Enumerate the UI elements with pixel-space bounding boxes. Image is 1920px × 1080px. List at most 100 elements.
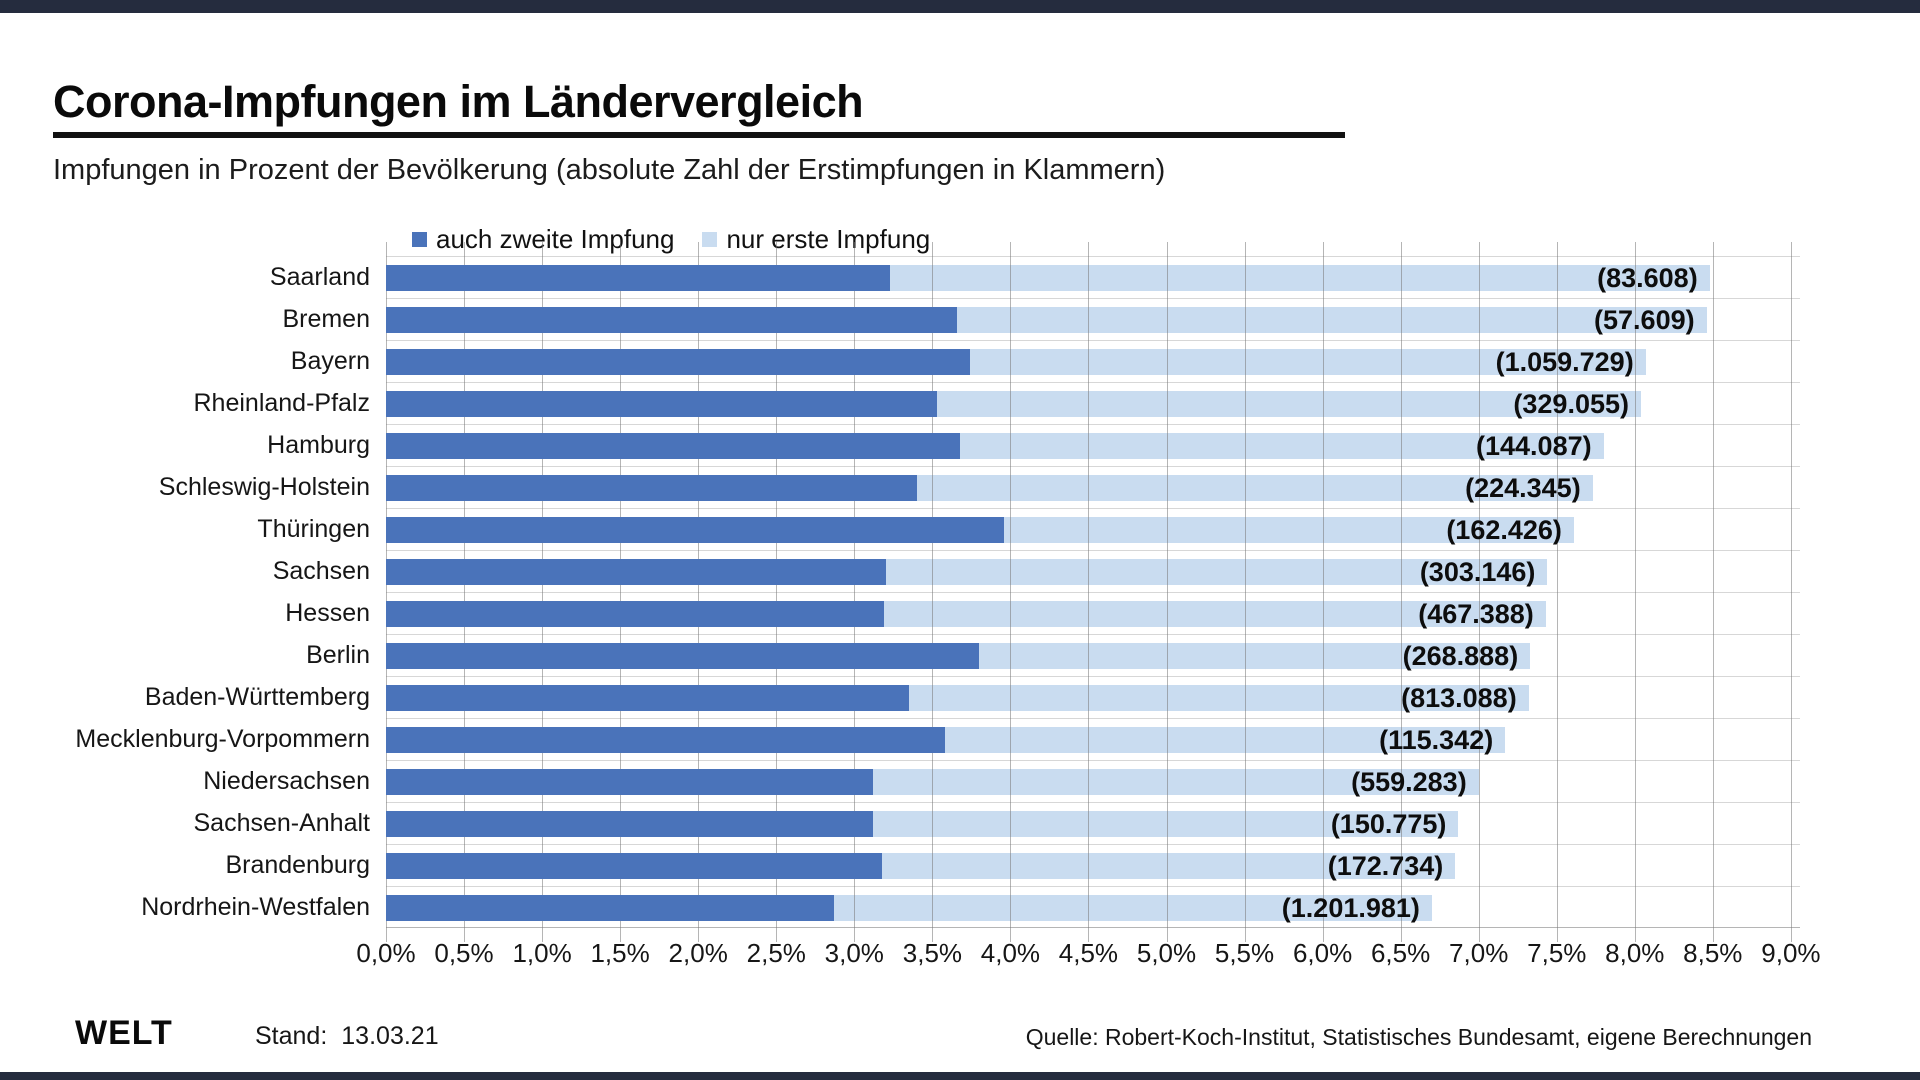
- gridline-65: [1400, 242, 1402, 942]
- x-tick-label: 2,5%: [746, 938, 806, 968]
- bar-second-vaccination: [386, 517, 1005, 543]
- legend-item-0: auch zweite Impfung: [412, 224, 674, 255]
- x-tick-label: 9,0%: [1761, 938, 1821, 968]
- page-title: Corona-Impfungen im Ländervergleich: [53, 76, 864, 128]
- category-label: Baden-Württemberg: [144, 683, 370, 711]
- gridline-55: [1244, 242, 1246, 942]
- gridline-80: [1634, 242, 1636, 942]
- category-label: Rheinland-Pfalz: [193, 389, 371, 417]
- x-tick-label: 5,0%: [1136, 938, 1197, 968]
- bar-absolute-value-label: (303.146): [1419, 557, 1536, 587]
- category-label: Sachsen: [272, 557, 370, 585]
- bar-absolute-value-label: (1.059.729): [1495, 347, 1634, 377]
- x-tick-label: 6,5%: [1370, 938, 1431, 968]
- bar-second-vaccination: [386, 643, 980, 669]
- bar-row: (467.388): [386, 592, 1800, 634]
- category-label: Saarland: [269, 263, 370, 291]
- bar-second-vaccination: [386, 475, 917, 501]
- x-axis-tick-labels: 0,0% 0,5% 1,0% 1,5% 2,0% 2,5% 3,0% 3,5% 4,0% 4,5%…: [356, 938, 1886, 974]
- category-label: Thüringen: [257, 515, 370, 543]
- x-tick-label: 4,5%: [1058, 938, 1119, 968]
- bar-row: (1.201.981): [386, 886, 1800, 928]
- bar-absolute-value-label: (83.608): [1597, 263, 1698, 293]
- bar-second-vaccination: [386, 265, 891, 291]
- category-label: Schleswig-Holstein: [158, 473, 370, 501]
- bar-absolute-value-label: (57.609): [1594, 305, 1695, 335]
- legend-swatch-icon: [412, 232, 427, 247]
- gridline-30: [854, 242, 856, 942]
- bar-absolute-value-label: (162.426): [1446, 515, 1562, 545]
- gridline-45: [1088, 242, 1090, 942]
- bar-absolute-value-label: (559.283): [1351, 767, 1467, 797]
- x-tick-label: 3,0%: [824, 938, 884, 968]
- bar-row: (224.345): [386, 466, 1800, 508]
- bar-second-vaccination: [386, 433, 961, 459]
- bar-second-vaccination: [386, 769, 873, 795]
- bar-row: (172.734): [386, 844, 1800, 886]
- bar-row: (162.426): [386, 508, 1800, 550]
- x-tick-label: 1,5%: [590, 938, 650, 968]
- bar-row: (1.059.729): [386, 340, 1800, 382]
- bar-absolute-value-label: (813.088): [1401, 683, 1517, 713]
- category-label: Berlin: [306, 641, 370, 669]
- gridline-00: [386, 242, 387, 942]
- category-label: Bremen: [282, 305, 370, 333]
- bottom-frame-bar: [0, 1072, 1920, 1080]
- bar-second-vaccination: [386, 391, 937, 417]
- bar-absolute-value-label: (467.388): [1418, 599, 1534, 629]
- bar-second-vaccination: [386, 685, 909, 711]
- bar-row: (115.342): [386, 718, 1800, 760]
- bar-absolute-value-label: (329.055): [1513, 389, 1629, 419]
- category-label: Hamburg: [267, 431, 370, 459]
- chart-legend: auch zweite Impfung nur erste Impfung: [412, 224, 930, 255]
- source-credit: Quelle: Robert-Koch-Institut, Statistisc…: [1025, 1024, 1812, 1050]
- gridline-40: [1010, 242, 1012, 942]
- bar-row: (150.775): [386, 802, 1800, 844]
- bar-absolute-value-label: (268.888): [1402, 641, 1519, 671]
- bar-row: (57.609): [386, 298, 1800, 340]
- x-tick-label: 8,0%: [1605, 938, 1665, 968]
- bar-row: (559.283): [386, 760, 1800, 802]
- gridline-10: [542, 242, 544, 942]
- category-label: Brandenburg: [225, 851, 370, 879]
- x-tick-label: 3,5%: [902, 938, 963, 968]
- category-label: Hessen: [285, 599, 370, 627]
- bar-row: (303.146): [386, 550, 1800, 592]
- x-tick-label: 4,0%: [980, 938, 1041, 968]
- x-tick-label: 0,5%: [434, 938, 494, 968]
- top-frame-bar: [0, 0, 1920, 13]
- gridline-25: [776, 242, 778, 942]
- gridline-05: [464, 242, 465, 942]
- x-tick-label: 7,0%: [1449, 938, 1509, 968]
- date-stamp-label: Stand:: [255, 1022, 328, 1050]
- gridline-70: [1478, 242, 1480, 942]
- gridline-50: [1166, 242, 1168, 942]
- bar-absolute-value-label: (115.342): [1379, 725, 1494, 755]
- bar-row: (144.087): [386, 424, 1800, 466]
- gridline-75: [1556, 242, 1558, 942]
- bar-second-vaccination: [386, 811, 873, 837]
- category-label: Nordrhein-Westfalen: [141, 893, 370, 921]
- bar-row: (268.888): [386, 634, 1800, 676]
- x-tick-label: 8,5%: [1683, 938, 1743, 968]
- bar-row: (329.055): [386, 382, 1800, 424]
- x-tick-label: 2,0%: [668, 938, 728, 968]
- x-tick-label: 0,0%: [356, 938, 416, 968]
- bar-second-vaccination: [386, 727, 945, 753]
- legend-label: auch zweite Impfung: [436, 224, 675, 254]
- legend-label: nur erste Impfung: [726, 224, 931, 254]
- bar-second-vaccination: [386, 559, 886, 585]
- bar-second-vaccination: [386, 601, 884, 627]
- category-label: Sachsen-Anhalt: [193, 809, 370, 837]
- category-label: Niedersachsen: [203, 767, 370, 795]
- legend-item-1: nur erste Impfung: [702, 224, 930, 255]
- bar-chart-plot-area: (83.608) (57.609) (1.059.729) (329.055) (144…: [386, 242, 1800, 942]
- category-label: Mecklenburg-Vorpommern: [75, 725, 370, 753]
- bar-absolute-value-label: (150.775): [1330, 809, 1447, 839]
- bar-absolute-value-label: (144.087): [1476, 431, 1592, 461]
- date-stamp-value: 13.03.21: [341, 1022, 439, 1050]
- bar-row: (83.608): [386, 256, 1800, 298]
- x-tick-label: 5,5%: [1214, 938, 1275, 968]
- gridline-15: [620, 242, 622, 942]
- gridline-20: [698, 242, 700, 942]
